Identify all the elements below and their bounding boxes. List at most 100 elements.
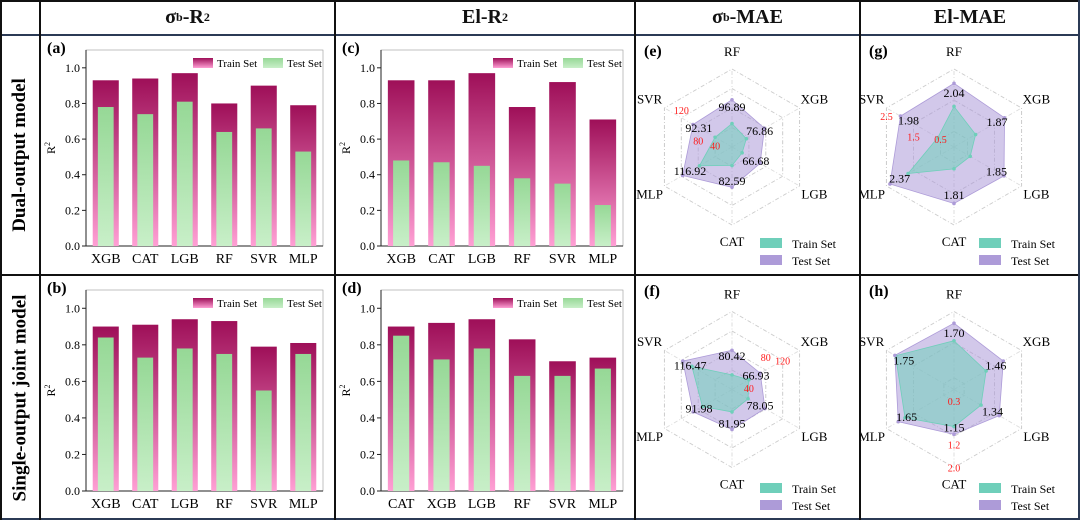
radar-ring-label: 1.2: [948, 440, 961, 451]
panel-label: (f): [644, 283, 660, 300]
divider: [0, 518, 1080, 520]
legend-label-test: Test Set: [587, 58, 622, 70]
radar-chart-svg: RF XGB LGB CAT MLP SVR (g) Train Set Test Set 2.0…: [861, 43, 1056, 268]
test-point: [952, 201, 956, 206]
test-point: [1002, 116, 1007, 120]
x-tick-label: MLP: [588, 497, 617, 512]
x-tick-label: XGB: [91, 497, 121, 512]
x-tick-label: CAT: [388, 497, 415, 512]
y-tick-label: 0.8: [360, 96, 375, 110]
test-bar: [514, 375, 531, 491]
train-point: [952, 338, 956, 343]
test-point: [758, 371, 763, 375]
radar-ring-label: 0.3: [948, 397, 961, 408]
y-tick-label: 0.6: [65, 374, 80, 388]
test-bar: [137, 114, 154, 247]
test-bar: [216, 131, 233, 246]
y-tick-label: 0.4: [360, 411, 375, 425]
chart-panel-c: 0.0 0.2 0.4 0.6 0.8 1.0 R2 XGB CAT LGB RF SVR MLP (c)…: [336, 36, 635, 274]
test-bar: [433, 162, 450, 246]
train-point: [730, 163, 734, 168]
x-tick-label: SVR: [250, 252, 278, 267]
y-tick-label: 1.0: [65, 301, 80, 315]
radar-axis-label: LGB: [801, 429, 827, 444]
y-axis-label: R2: [43, 384, 58, 396]
train-point: [744, 136, 749, 141]
radar-value-label: 116.47: [674, 358, 707, 372]
legend-label-test: Test Set: [792, 254, 831, 268]
y-tick-label: 1.0: [360, 61, 375, 75]
legend-label-test: Test Set: [287, 298, 322, 310]
test-bar: [433, 359, 450, 491]
radar-value-label: 1.75: [893, 353, 914, 367]
legend-swatch-train: [193, 58, 213, 68]
radar-value-label: 91.98: [685, 402, 712, 416]
legend-label-test: Test Set: [1011, 254, 1050, 268]
train-point: [984, 369, 988, 373]
chart-panel-f: RF XGB LGB CAT MLP SVR (f) Train Set Test Set 80.…: [636, 276, 860, 519]
radar-value-label: 1.46: [985, 358, 1006, 372]
legend-swatch-train: [493, 58, 513, 68]
test-point: [952, 321, 956, 325]
radar-axis-label: CAT: [720, 234, 745, 249]
train-point: [906, 171, 910, 176]
y-tick-label: 0.4: [65, 168, 80, 182]
radar-value-label: 81.95: [719, 416, 746, 430]
test-bar: [295, 151, 312, 246]
superscript: 2: [338, 384, 347, 388]
radar-value-label: 1.98: [898, 114, 919, 128]
radar-grid-ring: [663, 68, 801, 226]
radar-axis-label: CAT: [942, 477, 967, 492]
radar-axis-label: RF: [946, 44, 962, 59]
superscript: 2: [43, 142, 52, 146]
radar-axis-label: CAT: [942, 234, 967, 249]
legend-swatch-test: [760, 255, 782, 265]
radar-ring-label: 80: [693, 137, 703, 148]
train-point: [935, 135, 940, 140]
test-point: [763, 406, 767, 411]
y-axis-label: R2: [338, 142, 353, 154]
train-point: [730, 410, 734, 414]
y-tick-label: 0.4: [65, 411, 80, 425]
legend-swatch-test: [979, 255, 1001, 265]
y-tick-label: 0.2: [360, 203, 375, 217]
legend-label-train: Train Set: [1011, 237, 1056, 251]
train-point: [690, 364, 694, 369]
x-tick-label: SVR: [549, 497, 577, 512]
panel-label: (e): [644, 43, 662, 60]
radar-chart-svg: RF XGB LGB CAT MLP SVR (f) Train Set Test Set 80.…: [636, 283, 836, 513]
test-point: [952, 432, 956, 437]
test-bar: [473, 165, 490, 246]
test-point: [730, 348, 734, 353]
train-point: [730, 121, 734, 126]
y-tick-label: 0.0: [65, 484, 80, 498]
radar-axis-label: MLP: [861, 187, 885, 202]
divider: [0, 0, 1080, 2]
radar-grid-ring: [663, 310, 801, 469]
panel-label: (h): [869, 283, 889, 300]
x-tick-label: LGB: [171, 497, 199, 512]
radar-grid-ring: [885, 68, 1023, 226]
radar-ring-label: 1.5: [907, 133, 920, 144]
y-axis-label: R2: [43, 142, 58, 154]
train-point: [697, 163, 702, 168]
divider: [634, 0, 636, 520]
test-bar: [393, 335, 410, 491]
radar-value-label: 66.93: [743, 369, 770, 383]
legend-label-train: Train Set: [217, 298, 257, 310]
train-point: [952, 167, 956, 171]
x-tick-label: RF: [216, 497, 233, 512]
x-tick-label: SVR: [250, 497, 278, 512]
y-tick-label: 0.0: [65, 239, 80, 253]
x-tick-label: SVR: [549, 252, 577, 267]
test-bar: [295, 353, 312, 491]
radar-value-label: 80.42: [719, 349, 746, 363]
divider: [0, 34, 1080, 36]
radar-chart-svg: RF XGB LGB CAT MLP SVR (h) Train Set Test Set 1.7…: [861, 283, 1056, 513]
test-point: [730, 427, 734, 432]
x-tick-label: XGB: [386, 252, 416, 267]
test-bar: [97, 107, 114, 246]
radar-axis-label: RF: [724, 286, 740, 301]
test-point: [730, 97, 734, 102]
